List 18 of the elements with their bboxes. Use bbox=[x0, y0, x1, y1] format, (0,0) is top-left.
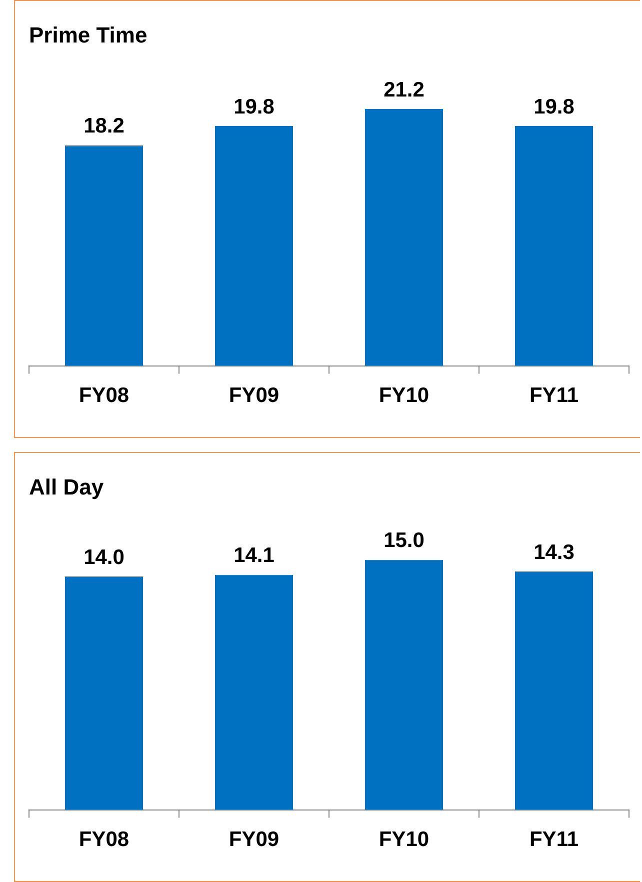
x-tick-label: FY08 bbox=[78, 828, 130, 852]
chart-title: Prime Time bbox=[29, 22, 148, 48]
data-label: 14.3 bbox=[534, 540, 574, 564]
x-tick-label: FY08 bbox=[78, 384, 130, 408]
x-tick-label: FY11 bbox=[529, 828, 579, 852]
chart-title: All Day bbox=[29, 474, 104, 500]
x-tick-label: FY09 bbox=[228, 384, 280, 408]
data-label: 14.0 bbox=[84, 546, 124, 569]
x-tick-label: FY09 bbox=[228, 828, 280, 852]
data-label: 15.0 bbox=[384, 529, 424, 552]
data-label: 18.2 bbox=[84, 114, 124, 138]
data-label: 21.2 bbox=[384, 78, 424, 102]
data-label: 19.8 bbox=[234, 95, 275, 118]
data-label: 19.8 bbox=[534, 95, 575, 118]
data-label: 14.1 bbox=[234, 544, 275, 568]
x-tick-label: FY10 bbox=[378, 384, 430, 408]
x-tick-label: FY11 bbox=[529, 384, 579, 408]
x-tick-label: FY10 bbox=[378, 828, 430, 852]
